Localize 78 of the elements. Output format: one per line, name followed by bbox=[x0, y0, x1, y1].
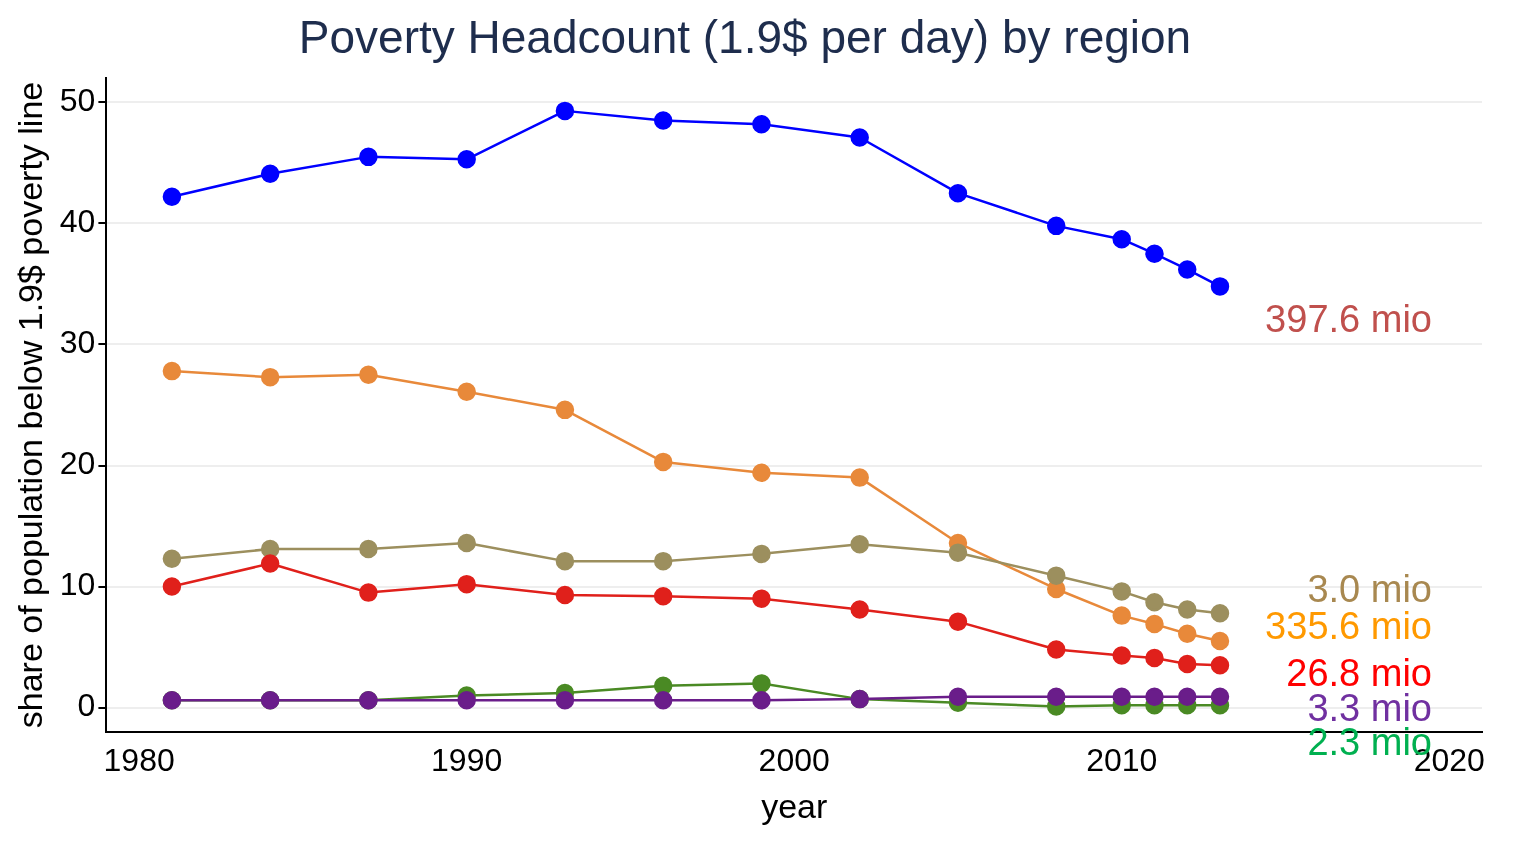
y-tick-label: 20 bbox=[59, 445, 96, 482]
x-tick-label: 1990 bbox=[431, 741, 503, 778]
point bbox=[752, 691, 771, 710]
point bbox=[162, 549, 182, 568]
point bbox=[752, 674, 771, 693]
point bbox=[850, 468, 869, 487]
point bbox=[1177, 687, 1197, 706]
point bbox=[555, 691, 575, 710]
point bbox=[1210, 603, 1230, 623]
point bbox=[457, 574, 476, 594]
point bbox=[752, 544, 771, 564]
point bbox=[555, 551, 575, 571]
point bbox=[1046, 640, 1066, 659]
x-tick-label: 2000 bbox=[758, 741, 830, 778]
y-axis-title: share of population below 1.9$ poverty line bbox=[10, 81, 49, 729]
point bbox=[1145, 648, 1164, 668]
point bbox=[555, 400, 575, 420]
point bbox=[162, 361, 182, 381]
point bbox=[457, 150, 476, 169]
point bbox=[1177, 654, 1197, 674]
point bbox=[260, 164, 280, 184]
point bbox=[1145, 687, 1164, 706]
point bbox=[948, 183, 968, 203]
point bbox=[260, 554, 280, 573]
point bbox=[1046, 216, 1066, 236]
point bbox=[850, 534, 869, 554]
point bbox=[1177, 600, 1197, 619]
point bbox=[162, 187, 182, 207]
y-tick-label: 50 bbox=[59, 82, 96, 119]
point bbox=[1112, 582, 1131, 601]
point bbox=[1046, 687, 1066, 706]
point bbox=[555, 101, 575, 121]
annotation: 397.6 mio bbox=[1265, 297, 1432, 340]
point bbox=[359, 365, 378, 384]
point bbox=[1210, 631, 1230, 651]
x-tick-label: 2010 bbox=[1086, 741, 1158, 778]
point bbox=[653, 551, 673, 571]
point bbox=[457, 533, 476, 553]
point bbox=[752, 114, 771, 134]
point bbox=[1112, 606, 1131, 625]
chart-title: Poverty Headcount (1.9$ per day) by region bbox=[298, 11, 1192, 64]
point bbox=[653, 111, 673, 130]
y-tick-label: 0 bbox=[77, 687, 96, 724]
y-tick-label: 40 bbox=[59, 203, 96, 240]
point bbox=[850, 128, 869, 147]
point bbox=[752, 589, 771, 608]
point bbox=[1112, 646, 1131, 665]
point bbox=[1145, 614, 1164, 634]
point bbox=[457, 691, 476, 710]
point bbox=[948, 543, 968, 562]
point bbox=[260, 367, 280, 387]
point bbox=[948, 612, 968, 631]
point bbox=[1145, 244, 1164, 263]
point bbox=[948, 687, 968, 706]
point bbox=[752, 463, 771, 483]
point bbox=[850, 600, 869, 619]
point bbox=[1210, 277, 1230, 296]
point bbox=[653, 452, 673, 472]
point bbox=[653, 586, 673, 606]
y-tick-label: 30 bbox=[59, 324, 96, 361]
point bbox=[359, 539, 378, 559]
point bbox=[162, 577, 182, 596]
x-axis-title: year bbox=[761, 786, 828, 825]
point bbox=[1112, 229, 1131, 249]
point bbox=[1177, 624, 1197, 644]
point bbox=[359, 147, 378, 167]
y-tick-label: 10 bbox=[59, 566, 96, 603]
point bbox=[555, 585, 575, 605]
point bbox=[1112, 687, 1131, 706]
point bbox=[1177, 260, 1197, 279]
point bbox=[457, 382, 476, 401]
point bbox=[1046, 566, 1066, 585]
point bbox=[359, 583, 378, 602]
point bbox=[1210, 655, 1230, 675]
x-tick-label: 1980 bbox=[103, 741, 175, 778]
point bbox=[1210, 687, 1230, 706]
point bbox=[1145, 593, 1164, 612]
point bbox=[653, 691, 673, 710]
